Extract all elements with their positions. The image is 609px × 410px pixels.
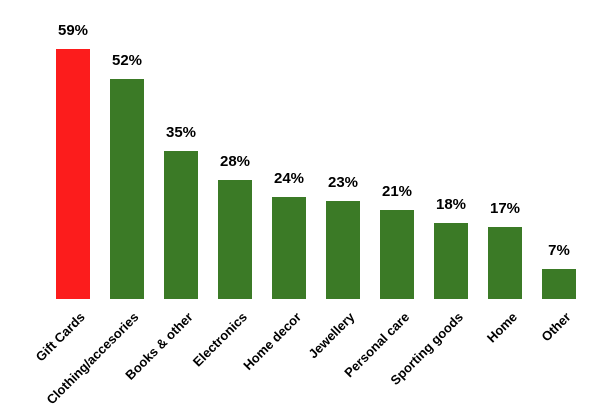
category-label-jewellery: Jewellery [305, 309, 358, 362]
bar-personal-care [380, 210, 414, 299]
category-label-other: Other [538, 309, 574, 345]
value-label-gift-cards: 59% [57, 22, 89, 39]
category-label-clothing-accesories: Clothing/accesories [43, 309, 142, 408]
value-label-electronics: 28% [219, 153, 251, 170]
bar-home-decor [272, 197, 306, 299]
value-label-jewellery: 23% [327, 174, 359, 191]
value-label-home: 17% [489, 200, 521, 217]
bar-electronics [218, 180, 252, 299]
bar-other [542, 269, 576, 299]
value-label-personal-care: 21% [381, 183, 413, 200]
value-label-books-other: 35% [165, 124, 197, 141]
value-label-other: 7% [548, 242, 570, 259]
value-label-home-decor: 24% [273, 170, 305, 187]
category-label-home: Home [483, 309, 520, 346]
bar-home [488, 227, 522, 299]
bar-sporting-goods [434, 223, 468, 299]
bar-jewellery [326, 201, 360, 299]
bar-gift-cards [56, 49, 90, 299]
bar-clothing-accesories [110, 79, 144, 299]
value-label-sporting-goods: 18% [435, 196, 467, 213]
category-label-gift-cards: Gift Cards [32, 309, 88, 365]
bar-books-other [164, 151, 198, 299]
value-label-clothing-accesories: 52% [111, 52, 143, 69]
